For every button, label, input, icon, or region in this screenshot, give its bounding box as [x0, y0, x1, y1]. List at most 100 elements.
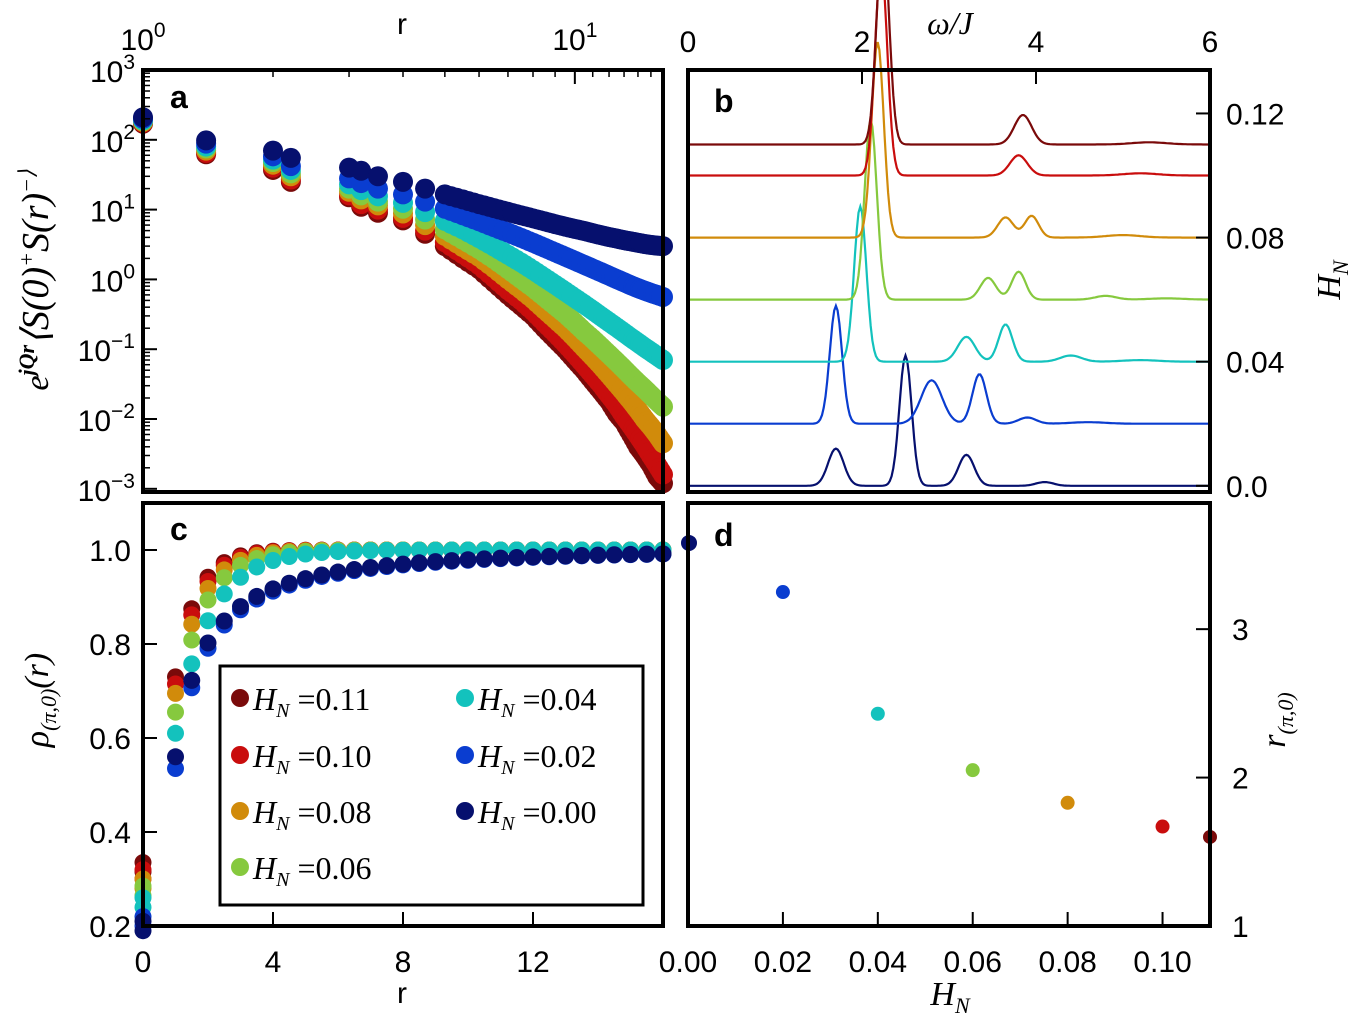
data-point	[196, 130, 217, 151]
data-point	[378, 557, 396, 575]
legend-marker	[456, 746, 474, 764]
series-H_N=0.08	[133, 111, 673, 454]
data-point	[415, 178, 436, 199]
legend: HN =0.11 HN =0.04 HN =0.10 HN =0.02 HN =0.08…	[218, 664, 645, 907]
data-point	[167, 684, 184, 702]
data-point	[248, 587, 266, 605]
data-point	[410, 541, 428, 559]
data-point	[183, 671, 201, 689]
y-tick-label: 103	[90, 51, 135, 89]
y-tick-label: 0.8	[89, 629, 131, 662]
data-point	[183, 631, 201, 649]
data-point	[362, 558, 379, 576]
data-point	[167, 724, 184, 742]
data-point	[313, 544, 331, 562]
legend-label: HN =0.11	[252, 681, 370, 722]
x-tick-label: 8	[395, 946, 412, 979]
y-tick-label: 0.4	[89, 817, 131, 850]
y-tick-label: 10−3	[78, 470, 135, 508]
panel-a-ylabel: ejQr⟨S(0)+S(r)−⟩	[14, 169, 57, 391]
data-point	[199, 634, 217, 652]
y-tick-label: 102	[90, 121, 135, 159]
data-point	[362, 542, 379, 560]
data-point	[345, 561, 363, 579]
spectrum-H_N=0.04	[688, 202, 1210, 363]
y-tick-label: 101	[90, 191, 135, 229]
x-tick-label: 0.06	[944, 946, 1002, 979]
spectrum-H_N=0.10	[688, 0, 1210, 177]
y-tick-label: 0.6	[89, 723, 131, 756]
y-tick-label: 2	[1232, 763, 1249, 796]
data-point	[870, 706, 885, 721]
legend-item: HN =0.04	[456, 681, 597, 722]
panel-b-ylabel: HN	[1311, 259, 1353, 301]
legend-marker	[456, 802, 474, 820]
data-point	[492, 549, 509, 567]
y-tick-label: 3	[1232, 614, 1249, 647]
data-point	[297, 570, 314, 588]
data-point	[605, 546, 623, 564]
data-point	[638, 545, 656, 563]
data-point	[199, 591, 217, 609]
data-point	[264, 552, 282, 570]
legend-marker	[231, 689, 249, 707]
panel-label-a: a	[170, 79, 188, 115]
data-point	[167, 748, 184, 766]
data-point	[443, 552, 461, 570]
data-point	[199, 612, 217, 630]
data-point	[167, 703, 184, 721]
legend-item: HN =0.08	[231, 794, 372, 835]
series-H_N=0.02	[133, 108, 673, 307]
legend-marker	[231, 802, 249, 820]
y-tick-label: 0.12	[1226, 98, 1284, 131]
x-tick-label: 0.10	[1133, 946, 1191, 979]
panel-b-frame	[686, 68, 1212, 494]
x-tick-label: 0	[680, 26, 697, 59]
data-point	[589, 546, 607, 564]
data-point	[459, 551, 477, 569]
data-point	[427, 553, 444, 571]
data-point	[1060, 795, 1075, 810]
y-tick-label: 0.04	[1226, 347, 1284, 380]
y-tick-label: 1.0	[89, 535, 131, 568]
panel-c-ylabel: ρ(π,0)(r)	[19, 653, 61, 748]
x-tick-label: 100	[120, 19, 165, 57]
x-tick-label: 4	[1028, 26, 1045, 59]
data-point	[264, 580, 282, 598]
data-point	[367, 166, 388, 187]
data-point	[329, 563, 347, 581]
spectrum-H_N=0.02	[688, 302, 1210, 425]
panel-label-d: d	[714, 517, 734, 553]
data-point	[263, 140, 283, 161]
x-tick-label: 2	[854, 26, 871, 59]
x-tick-label: 0.08	[1038, 946, 1096, 979]
data-point	[183, 615, 201, 633]
data-point	[475, 550, 493, 568]
spectrum-H_N=0.08	[688, 41, 1210, 239]
data-point	[394, 555, 412, 573]
panel-d: 0.00 0.02 0.04 0.06 0.08 0.10 1 2 3 d HN r(π,0)	[659, 501, 1298, 1018]
panel-label-b: b	[714, 83, 734, 119]
data-point	[167, 760, 184, 778]
series-H_N=0.00	[134, 545, 672, 940]
data-point	[215, 612, 233, 630]
data-point	[573, 547, 591, 565]
spectrum-H_N=0.06	[688, 119, 1211, 301]
x-tick-label: 4	[265, 946, 282, 979]
data-point	[329, 543, 347, 561]
x-tick-label: 6	[1202, 26, 1219, 59]
x-tick-label: 0.00	[659, 946, 717, 979]
data-point	[965, 763, 980, 778]
spectrum-H_N=0.00	[688, 351, 1210, 487]
y-tick-label: 1	[1232, 911, 1249, 944]
legend-item: HN =0.02	[456, 738, 597, 779]
data-point	[410, 554, 428, 572]
legend-label: HN =0.00	[477, 794, 597, 835]
spectrum-H_N=0.11	[688, 0, 1210, 146]
data-point	[232, 568, 249, 586]
panel-b: 0 2 4 6 0.0 0.04 0.08 0.12 b HN	[680, 0, 1353, 504]
legend-item: HN =0.11	[231, 681, 370, 722]
data-point	[280, 147, 301, 168]
legend-marker	[231, 858, 249, 876]
